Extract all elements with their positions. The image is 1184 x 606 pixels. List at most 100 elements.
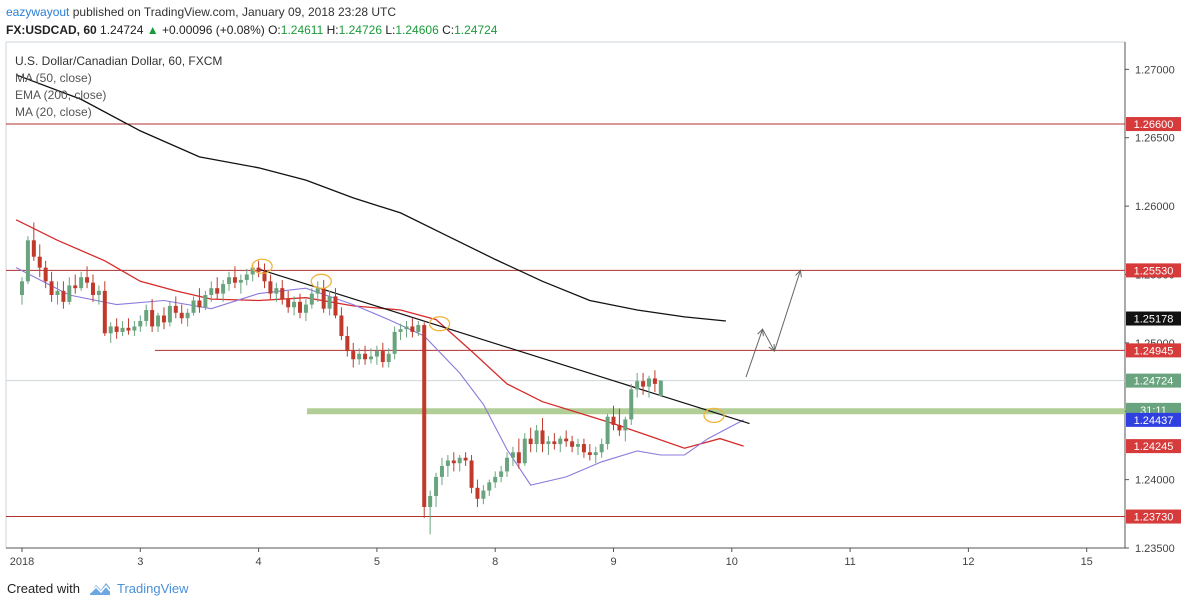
candle-body-up	[55, 290, 60, 295]
time-tick-label: 4	[256, 556, 262, 568]
candle-body-up	[203, 295, 208, 308]
tradingview-logo-icon[interactable]	[88, 579, 112, 599]
candle-body-up	[244, 274, 249, 280]
highlight-circle	[310, 273, 332, 289]
candle-body-up	[623, 419, 628, 431]
candle-body-down	[49, 281, 54, 295]
candle-body-down	[652, 378, 657, 384]
price-axis-label-box	[1126, 311, 1181, 326]
candle-body-down	[363, 353, 368, 360]
highlight-circle	[703, 407, 725, 423]
time-tick-label: 8	[492, 556, 498, 568]
candle-body-up	[434, 476, 439, 497]
projection-segment	[762, 328, 775, 352]
candle-body-up	[576, 444, 581, 447]
candle-body-up	[457, 457, 462, 464]
candle-body-down	[463, 457, 468, 461]
candle-body-up	[416, 325, 421, 332]
projection-segment	[773, 270, 801, 352]
candle-body-up	[599, 444, 604, 453]
candle-body-up	[558, 438, 563, 445]
candle-body-down	[73, 285, 78, 289]
price-axis-label-box	[1126, 373, 1181, 388]
published-text: published on TradingView.com, January 09…	[72, 5, 397, 19]
candle-body-up	[79, 277, 84, 289]
candle-body-up	[138, 320, 143, 327]
candle-body-up	[522, 438, 527, 464]
candle-body-down	[268, 281, 273, 294]
candle-body-down	[475, 487, 480, 499]
created-with-text: Created with	[7, 581, 80, 596]
candle-body-up	[546, 441, 551, 445]
candle-body-down	[197, 300, 202, 308]
time-tick-label: 9	[610, 556, 616, 568]
change-value: +0.00096 (+0.08%)	[162, 23, 265, 37]
trendline	[258, 268, 750, 425]
candle-body-down	[298, 301, 303, 313]
candle-body-up	[315, 288, 320, 294]
candle-body-down	[564, 438, 569, 442]
candle-body-up	[20, 281, 24, 295]
candle-body-up	[250, 267, 255, 275]
price-axis-label: 1.23730	[1134, 512, 1174, 524]
plot-area	[5, 41, 1126, 549]
tradingview-link[interactable]: TradingView	[117, 581, 189, 596]
candle-body-down	[262, 271, 267, 282]
price-tick-label: 1.24000	[1135, 475, 1175, 487]
candle-body-up	[658, 380, 663, 397]
candle-body-up	[605, 416, 610, 445]
up-triangle-icon: ▲	[146, 23, 159, 37]
close-label: C:	[442, 23, 455, 37]
candle-body-up	[428, 496, 433, 507]
price-axis-label: 1.24945	[1134, 345, 1174, 357]
candle-body-down	[570, 441, 575, 447]
candle-body-down	[179, 312, 184, 319]
candle-body-up	[481, 490, 486, 499]
candle-body-up	[593, 452, 598, 456]
author-link[interactable]: eazywayout	[6, 5, 70, 19]
candle-body-down	[232, 277, 237, 283]
candle-body-down	[286, 299, 291, 308]
candle-body-up	[209, 288, 214, 295]
legend-ema200[interactable]: EMA (200, close)	[15, 88, 107, 102]
candle-body-up	[25, 240, 30, 282]
price-axis-label-box	[1126, 509, 1181, 524]
candle-body-up	[96, 290, 101, 295]
candle-body-down	[256, 267, 261, 272]
candle-body-up	[505, 457, 510, 472]
candle-body-down	[43, 267, 48, 282]
projection-segment	[745, 329, 764, 378]
candle-body-down	[540, 430, 545, 445]
candle-body-down	[61, 290, 66, 302]
price-chart[interactable]: 1.270001.265001.260001.255001.250001.245…	[0, 0, 1184, 574]
candle-body-down	[280, 288, 285, 300]
high-value: 1.24726	[338, 23, 382, 37]
candle-body-up	[292, 301, 297, 308]
candle-body-down	[552, 441, 557, 445]
support-band	[307, 408, 1125, 415]
legend-ma50[interactable]: MA (50, close)	[15, 71, 92, 85]
candle-body-up	[392, 331, 397, 354]
candle-body-down	[345, 336, 350, 352]
candle-body-down	[173, 305, 178, 313]
candle-body-down	[641, 381, 646, 387]
candle-body-up	[185, 312, 190, 319]
time-tick-label: 3	[137, 556, 143, 568]
candle-body-down	[161, 315, 166, 323]
legend-ma20[interactable]: MA (20, close)	[15, 105, 92, 119]
candle-body-up	[191, 300, 196, 313]
candle-body-up	[646, 378, 651, 387]
candle-body-down	[617, 424, 622, 431]
candle-body-down	[380, 351, 385, 363]
candle-body-up	[227, 277, 232, 285]
price-tick-label: 1.27000	[1135, 64, 1175, 76]
candle-body-down	[422, 325, 427, 507]
candle-body-down	[321, 288, 326, 309]
price-axis-label-box	[1126, 412, 1181, 427]
price-axis-label: 1.24437	[1134, 415, 1174, 427]
candle-body-up	[238, 279, 243, 283]
time-tick-label: 15	[1081, 556, 1093, 568]
ma20-line	[15, 219, 744, 449]
time-tick-label: 11	[844, 556, 855, 568]
candle-body-down	[126, 327, 131, 331]
